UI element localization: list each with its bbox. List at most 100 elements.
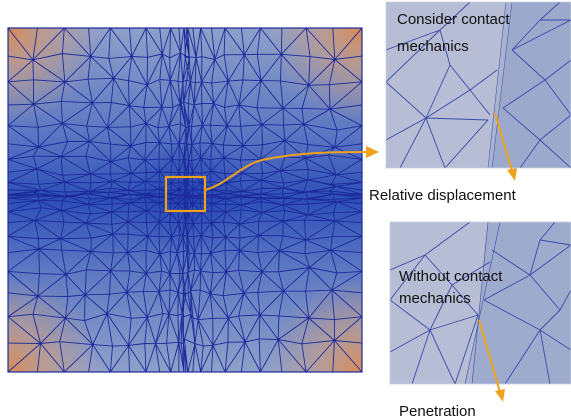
mesh-edge xyxy=(172,103,181,108)
mesh-edge xyxy=(280,170,308,181)
mesh-edge xyxy=(60,238,63,251)
mesh-edge xyxy=(210,293,224,297)
mesh-edge xyxy=(179,158,184,161)
mesh-edge xyxy=(112,173,132,182)
mesh-edge xyxy=(223,221,240,225)
mesh-edge xyxy=(178,158,185,173)
mesh-edge xyxy=(284,123,304,142)
mesh-edge xyxy=(60,141,68,157)
mesh-edge xyxy=(142,273,147,292)
mesh-edge xyxy=(191,124,203,145)
mesh-edge xyxy=(162,53,170,59)
mesh-edge xyxy=(169,289,179,293)
mesh-edge xyxy=(193,253,202,272)
mesh-edge xyxy=(90,251,112,272)
mesh-edge xyxy=(176,234,181,254)
mesh-edge xyxy=(240,196,261,199)
mesh-edge xyxy=(109,346,113,372)
mesh-edge xyxy=(37,274,67,297)
mesh-edge xyxy=(170,143,173,160)
mesh-edge xyxy=(238,250,240,271)
mesh-edge xyxy=(305,154,329,159)
mesh-edge xyxy=(179,234,184,237)
zoom-connector-line xyxy=(204,151,369,191)
mesh-edge xyxy=(107,102,112,128)
mesh-edge xyxy=(32,28,65,61)
mesh-edge xyxy=(32,314,42,344)
mesh-edge xyxy=(158,212,172,223)
mesh-edge xyxy=(223,221,227,238)
mesh-edge xyxy=(329,109,338,131)
mesh-edge xyxy=(161,270,171,275)
mesh-edge xyxy=(182,271,189,275)
mesh-edge xyxy=(85,222,112,225)
mesh-edge xyxy=(211,203,226,213)
mesh-edge xyxy=(85,211,112,224)
mesh-edge xyxy=(106,313,129,346)
mesh-edge xyxy=(155,343,161,372)
mesh-edge xyxy=(225,196,241,200)
mesh-edge xyxy=(127,249,147,253)
mesh-edge xyxy=(8,292,38,297)
mesh-edge xyxy=(336,201,362,204)
mesh-edge xyxy=(158,221,173,238)
mesh-edge xyxy=(242,144,263,147)
mesh-edge xyxy=(111,197,130,204)
mesh-edge xyxy=(145,28,148,58)
mesh-edge xyxy=(170,28,181,53)
mesh-edge xyxy=(305,185,337,193)
mesh-edge xyxy=(145,249,161,255)
mesh-edge xyxy=(144,142,160,161)
mesh-edge xyxy=(178,211,185,224)
mesh-edge xyxy=(194,57,197,83)
mesh-edge xyxy=(110,181,113,189)
mesh-edge xyxy=(85,222,92,239)
mesh-edge xyxy=(89,180,113,192)
mesh-edge xyxy=(157,127,160,143)
mesh-edge xyxy=(87,197,113,205)
mesh-edge xyxy=(241,209,263,213)
mesh-edge xyxy=(110,252,128,272)
mesh-edge xyxy=(187,343,196,372)
mesh-edge xyxy=(226,269,239,273)
mesh-edge xyxy=(158,202,161,213)
mesh-edge xyxy=(194,252,202,255)
mesh-edge xyxy=(225,198,242,206)
mesh-edge xyxy=(62,122,87,127)
mesh-edge xyxy=(106,313,132,319)
mesh-edge xyxy=(260,179,284,184)
mesh-edge xyxy=(168,123,181,127)
mesh-edge xyxy=(200,253,211,272)
mesh-edge xyxy=(8,168,37,173)
mesh-edge xyxy=(170,342,180,372)
mesh-edge xyxy=(188,160,194,173)
mesh-edge xyxy=(304,239,307,254)
mesh-edge xyxy=(303,108,331,125)
mesh-edge xyxy=(240,179,262,182)
mesh-edge xyxy=(186,79,191,82)
mesh-edge xyxy=(257,252,263,272)
mesh-edge xyxy=(243,28,261,55)
mesh-edge xyxy=(223,193,227,198)
mesh-edge xyxy=(126,291,148,318)
mesh-edge xyxy=(305,289,332,292)
mesh-edge xyxy=(62,53,91,57)
mesh-edge xyxy=(282,198,305,206)
mesh-edge xyxy=(8,182,42,191)
mesh-edge xyxy=(37,200,43,208)
mesh-edge xyxy=(147,235,161,255)
mesh-edge xyxy=(145,171,160,182)
mesh-edge xyxy=(260,159,264,174)
mesh-edge xyxy=(334,211,362,222)
mesh-edge xyxy=(242,124,263,147)
mesh-edge xyxy=(304,198,310,205)
mesh-edge xyxy=(222,295,229,319)
mesh-edge xyxy=(226,180,241,184)
mesh-edge xyxy=(107,126,132,147)
mesh-edge xyxy=(183,314,192,340)
mesh-edge xyxy=(329,108,362,127)
mesh-edge xyxy=(108,270,112,295)
mesh-edge xyxy=(67,294,86,297)
mesh-edge xyxy=(144,142,147,161)
mesh-edge xyxy=(192,157,202,173)
